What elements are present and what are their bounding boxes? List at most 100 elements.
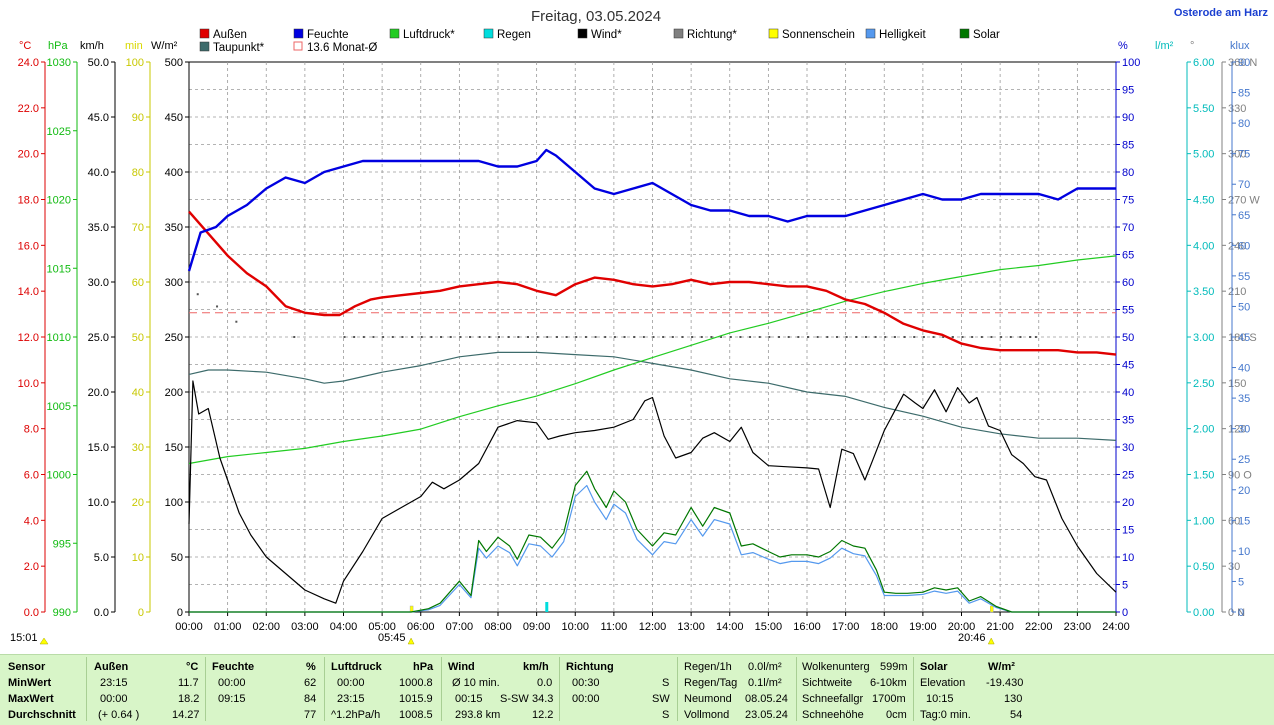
axis-unit-temp: °C <box>19 40 31 52</box>
axis-tick-label-temp: 6.0 <box>24 470 39 482</box>
feuchte-min: 62 <box>304 677 317 689</box>
axis-tick-label-temp: 8.0 <box>24 424 39 436</box>
axis-tick-label-klux: 25 <box>1238 454 1250 466</box>
cloud-base-label: Wolkenunterg <box>802 661 870 673</box>
stats-header-feuchte: Feuchte <box>212 661 255 673</box>
stats-header-wind: Wind <box>448 661 475 673</box>
visibility-value: 6-10km <box>870 677 907 689</box>
axis-tick-label-kmh: 15.0 <box>88 442 109 454</box>
axis-tick-label-klux: 0 <box>1238 607 1244 619</box>
series-line <box>189 470 1116 613</box>
richtung-max-time: 00:00 <box>572 693 600 705</box>
axis-tick-label-min: 50 <box>132 332 144 344</box>
aussen-trend: (+ 0.64 ) <box>98 709 140 721</box>
direction-point <box>420 336 423 338</box>
sun-marker-icon <box>407 637 415 645</box>
direction-point <box>971 336 974 338</box>
axis-tick-label-temp: 24.0 <box>18 57 39 69</box>
axis-tick-label-hpa: 995 <box>53 538 71 550</box>
axis-tick-label-wm2: 150 <box>165 442 183 454</box>
aussen-min-time: 23:15 <box>100 677 128 689</box>
direction-point <box>623 336 626 338</box>
axis-tick-label-wm2: 350 <box>165 222 183 234</box>
wind-avg10-value: 0.0 <box>537 677 553 689</box>
axis-tick-label-deg: 240 <box>1228 240 1246 252</box>
axis-tick-label-min: 90 <box>132 112 144 124</box>
direction-point <box>816 336 819 338</box>
direction-point <box>874 336 877 338</box>
axis-unit-hpa: hPa <box>48 40 68 52</box>
direction-point <box>835 336 838 338</box>
direction-point <box>555 336 558 338</box>
weather-chart: Freitag, 03.05.2024 Osterode am Harz Auß… <box>10 7 1269 645</box>
aussen-max: 18.2 <box>178 693 200 705</box>
legend-label: Helligkeit <box>879 29 926 41</box>
x-tick-label: 24:00 <box>1102 621 1130 633</box>
axis-tick-label-temp: 16.0 <box>18 240 39 252</box>
series-line <box>189 484 1116 613</box>
direction-point <box>353 336 356 338</box>
aussen-avg: 14.27 <box>172 709 200 721</box>
direction-point <box>951 336 954 338</box>
solar-avg-value: 54 <box>1010 709 1023 721</box>
row-label-max: MaxWert <box>8 693 54 705</box>
chart-series <box>187 148 1117 613</box>
x-tick-label: 04:00 <box>330 621 358 633</box>
wind-avg10-label: Ø 10 min. <box>452 677 500 689</box>
wind-avg: 12.2 <box>532 709 554 721</box>
axis-tick-label-pct: 20 <box>1122 497 1134 509</box>
legend-swatch <box>673 28 684 39</box>
day-start-sun-icon <box>39 637 49 645</box>
richtung-avg-dir: S <box>662 709 670 721</box>
axis-tick-label-kmh: 25.0 <box>88 332 109 344</box>
axis-tick-label-lm2: 1.00 <box>1193 515 1214 527</box>
axis-tick-label-wm2: 0 <box>177 607 183 619</box>
direction-point <box>440 336 443 338</box>
rain-day-value: 0.1l/m² <box>748 677 782 689</box>
axis-tick-label-deg: 60 <box>1228 515 1240 527</box>
direction-point <box>729 336 732 338</box>
station-label: Osterode am Harz <box>1174 7 1269 19</box>
direction-point <box>710 336 713 338</box>
axis-tick-label-pct: 15 <box>1122 525 1134 537</box>
axis-tick-label-pct: 60 <box>1122 277 1134 289</box>
wind-max-value: 34.3 <box>532 693 554 705</box>
direction-point <box>216 305 219 308</box>
direction-point <box>401 336 404 338</box>
direction-point <box>662 336 665 338</box>
axis-tick-label-klux: 30 <box>1238 424 1250 436</box>
axis-tick-label-klux: 45 <box>1238 332 1250 344</box>
direction-point <box>855 336 858 338</box>
axis-tick-label-temp: 20.0 <box>18 149 39 161</box>
axis-tick-label-pct: 50 <box>1122 332 1134 344</box>
legend-label: Richtung* <box>687 29 737 41</box>
direction-point <box>498 336 500 338</box>
rain-hour-label: Regen/1h <box>684 661 732 673</box>
x-tick-label: 12:00 <box>639 621 667 633</box>
axis-tick-label-deg: 120 <box>1228 424 1246 436</box>
axis-tick-label-hpa: 1020 <box>47 195 71 207</box>
axis-tick-label-kmh: 40.0 <box>88 167 109 179</box>
legend-swatch <box>577 28 588 39</box>
axis-tick-label-temp: 4.0 <box>24 515 39 527</box>
direction-point <box>1009 336 1012 338</box>
axis-tick-label-klux: 85 <box>1238 88 1250 100</box>
direction-point <box>575 336 578 338</box>
axis-tick-label-lm2: 0.50 <box>1193 561 1214 573</box>
axis-tick-label-klux: 60 <box>1238 240 1250 252</box>
x-tick-label: 14:00 <box>716 621 744 633</box>
axis-tick-label-pct: 40 <box>1122 387 1134 399</box>
axis-tick-label-min: 60 <box>132 277 144 289</box>
wind-distance: 293.8 km <box>455 709 501 721</box>
axis-tick-label-deg: 270 W <box>1228 195 1260 207</box>
axis-tick-label-pct: 35 <box>1122 415 1134 427</box>
axis-tick-label-min: 80 <box>132 167 144 179</box>
x-tick-label: 09:00 <box>523 621 551 633</box>
axis-tick-label-pct: 25 <box>1122 470 1134 482</box>
direction-point <box>343 336 346 338</box>
direction-point <box>235 320 238 323</box>
axis-tick-label-deg: 330 <box>1228 103 1246 115</box>
chart-title: Freitag, 03.05.2024 <box>531 8 661 25</box>
rain-bar <box>545 602 549 612</box>
legend-swatch <box>959 28 970 39</box>
